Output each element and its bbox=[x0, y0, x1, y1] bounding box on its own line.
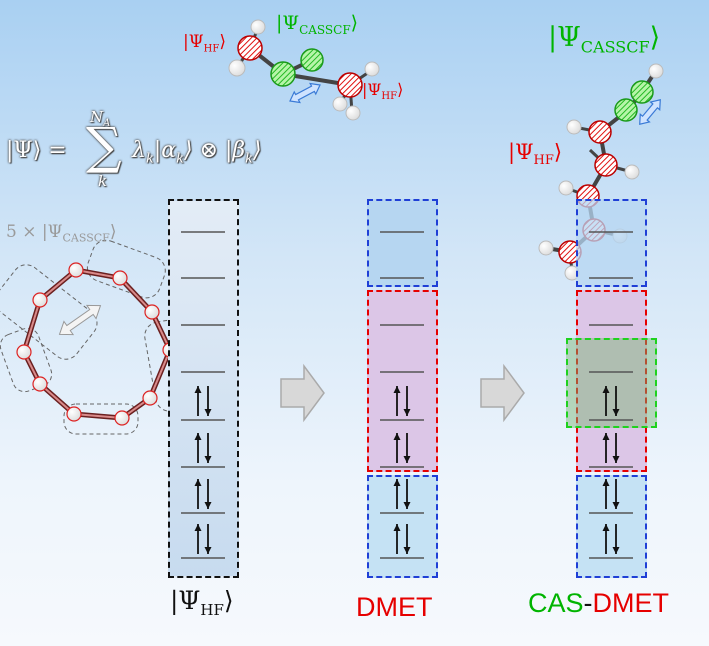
right-arrow-icon bbox=[480, 363, 525, 423]
spin-up-arrow bbox=[393, 433, 401, 463]
spin-down-arrow bbox=[403, 479, 411, 509]
spin-down-arrow bbox=[403, 524, 411, 554]
five-times-casscf-label: 5 × |ΨCASSCF⟩ bbox=[6, 222, 117, 245]
cas-active-space-box bbox=[566, 338, 657, 428]
double-arrow-icon bbox=[58, 304, 102, 336]
formula-rhs: λk|αk⟩ ⊗ |βk⟩ bbox=[132, 138, 262, 167]
spin-up-arrow bbox=[194, 479, 202, 509]
hf-column-label: |ΨHF⟩ bbox=[170, 586, 234, 619]
formula-lower-limit: k bbox=[98, 172, 108, 190]
casdmet-core-box bbox=[576, 475, 647, 578]
spin-up-arrow bbox=[393, 524, 401, 554]
spin-down-arrow bbox=[612, 524, 620, 554]
hf-orbital-column bbox=[168, 199, 239, 578]
formula-upper-limit: NA bbox=[90, 108, 111, 129]
spin-down-arrow bbox=[204, 524, 212, 554]
schmidt-formula: |Ψ⟩ = NA ∑ k λk|αk⟩ ⊗ |βk⟩ bbox=[6, 108, 286, 196]
spin-down-arrow bbox=[204, 433, 212, 463]
formula-lhs: |Ψ⟩ = bbox=[6, 138, 67, 163]
summation-symbol: ∑ bbox=[86, 117, 122, 175]
spin-up-arrow bbox=[194, 433, 202, 463]
spin-up-arrow bbox=[602, 479, 610, 509]
spin-down-arrow bbox=[612, 386, 620, 416]
double-arrow-icon bbox=[289, 82, 321, 104]
casdmet-fragment-box bbox=[576, 290, 647, 472]
spin-down-arrow bbox=[403, 386, 411, 416]
spin-up-arrow bbox=[194, 524, 202, 554]
dmet-column-label: DMET bbox=[356, 592, 433, 622]
casdmet-bath-box bbox=[576, 199, 647, 287]
psi-casscf-label-top: |ΨCASSCF⟩ bbox=[276, 12, 359, 37]
spin-up-arrow bbox=[602, 386, 610, 416]
spin-up-arrow bbox=[393, 479, 401, 509]
psi-casscf-label-large: |ΨCASSCF⟩ bbox=[548, 22, 661, 57]
spin-up-arrow bbox=[602, 524, 610, 554]
dmet-fragment-box bbox=[367, 290, 438, 472]
spin-down-arrow bbox=[612, 433, 620, 463]
right-arrow-icon bbox=[280, 363, 325, 423]
spin-up-arrow bbox=[194, 386, 202, 416]
psi-hf-label-top: |ΨHF⟩ bbox=[183, 32, 226, 55]
spin-up-arrow bbox=[602, 433, 610, 463]
spin-down-arrow bbox=[612, 479, 620, 509]
psi-hf-label-right: |ΨHF⟩ bbox=[362, 80, 404, 103]
spin-down-arrow bbox=[204, 386, 212, 416]
spin-down-arrow bbox=[204, 479, 212, 509]
spin-up-arrow bbox=[393, 386, 401, 416]
spin-down-arrow bbox=[403, 433, 411, 463]
molecule-icon-top bbox=[228, 19, 380, 121]
dmet-core-box bbox=[367, 475, 438, 578]
dmet-bath-box bbox=[367, 199, 438, 287]
cas-dmet-column-label: CAS-DMET bbox=[528, 588, 670, 618]
double-arrow-icon bbox=[639, 98, 661, 126]
ring-molecule bbox=[0, 239, 202, 435]
psi-hf-label-molecule: |ΨHF⟩ bbox=[508, 140, 563, 169]
